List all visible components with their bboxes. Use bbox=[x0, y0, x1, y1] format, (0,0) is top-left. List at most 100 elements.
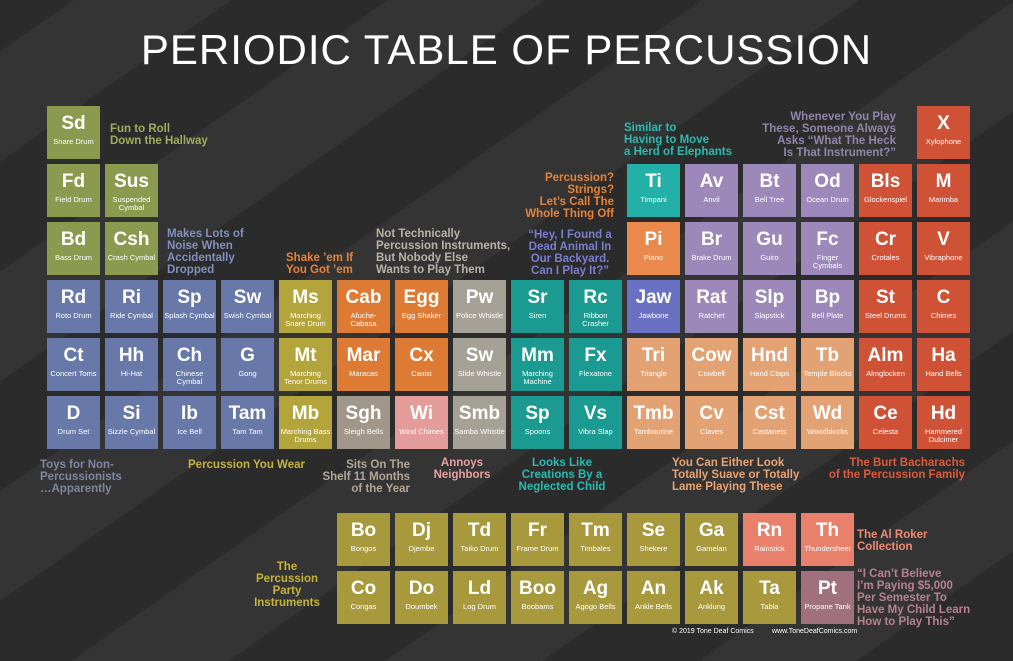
annotation-line: a Herd of Elephants bbox=[624, 146, 732, 158]
element-cell: M Marimba bbox=[917, 164, 970, 217]
element-symbol: Dj bbox=[412, 520, 431, 541]
element-symbol: Ha bbox=[931, 345, 956, 366]
element-cell: Mt Marching Tenor Drums bbox=[279, 338, 332, 391]
element-name: Doumbek bbox=[405, 602, 438, 611]
element-name: Spoons bbox=[524, 427, 551, 436]
element-symbol: Hd bbox=[930, 403, 957, 424]
element-symbol: M bbox=[935, 171, 952, 192]
element-cell: Ri Ride Cymbal bbox=[105, 280, 158, 333]
element-cell: Cr Crotales bbox=[859, 222, 912, 275]
element-cell: An Ankle Bells bbox=[627, 571, 680, 624]
annotation: “Hey, I Found a Dead Animal In Our Backyar… bbox=[488, 229, 652, 277]
element-cell: Ak Anklung bbox=[685, 571, 738, 624]
element-symbol: Tri bbox=[641, 345, 666, 366]
element-name: Anvil bbox=[703, 195, 720, 204]
element-name: Bell Plate bbox=[811, 311, 844, 320]
element-cell: Ha Hand Bells bbox=[917, 338, 970, 391]
element-cell: Mar Maracas bbox=[337, 338, 390, 391]
annotation: Whenever You Play These, Someone Always As… bbox=[736, 111, 896, 159]
annotation-line: Collection bbox=[857, 541, 913, 553]
element-symbol: Cab bbox=[345, 287, 382, 308]
element-cell: Cx Caxixi bbox=[395, 338, 448, 391]
element-cell: Rd Roto Drum bbox=[47, 280, 100, 333]
element-symbol: Hnd bbox=[751, 345, 788, 366]
annotation: The Al Roker Collection bbox=[857, 529, 977, 553]
element-symbol: Fr bbox=[528, 520, 547, 541]
element-name: Claves bbox=[700, 427, 723, 436]
annotation-line: of the Year bbox=[351, 483, 410, 495]
annotation-line: Can I Play It?” bbox=[531, 265, 609, 277]
annotation-line: Similar to bbox=[624, 122, 677, 134]
element-cell: Av Anvil bbox=[685, 164, 738, 217]
element-symbol: Ct bbox=[63, 345, 84, 366]
element-cell: Slp Slapstick bbox=[743, 280, 796, 333]
element-name: Djembe bbox=[408, 544, 435, 553]
annotation-line: Have My Child Learn bbox=[857, 604, 971, 616]
element-cell: Boo Boobams bbox=[511, 571, 564, 624]
element-name: Jawbone bbox=[638, 311, 669, 320]
element-symbol: Wd bbox=[812, 403, 843, 424]
annotation-line: These, Someone Always bbox=[762, 123, 896, 135]
element-name: Guiro bbox=[760, 253, 779, 262]
element-symbol: Pw bbox=[465, 287, 494, 308]
element-cell: Sp Splash Cymbal bbox=[163, 280, 216, 333]
element-symbol: Bo bbox=[350, 520, 377, 541]
element-name: Steel Drums bbox=[864, 311, 907, 320]
element-cell: Td Taiko Drum bbox=[453, 513, 506, 566]
element-cell: Fc Finger Cymbals bbox=[801, 222, 854, 275]
element-symbol: Ch bbox=[176, 345, 203, 366]
element-cell: Ib Ice Bell bbox=[163, 396, 216, 449]
annotation-line: Let’s Call The bbox=[539, 196, 614, 208]
element-cell: Wi Wind Chimes bbox=[395, 396, 448, 449]
element-name: Woodblocks bbox=[807, 427, 848, 436]
annotation-line: Fun to Roll bbox=[110, 123, 171, 135]
element-symbol: Mm bbox=[521, 345, 554, 366]
element-name: Agogo Bells bbox=[575, 602, 616, 611]
element-name: Xylophone bbox=[925, 137, 962, 146]
element-name: Snare Drum bbox=[53, 137, 94, 146]
element-name: Suspended Cymbal bbox=[112, 195, 151, 212]
element-cell: Cab Afuche-Cabasa bbox=[337, 280, 390, 333]
element-cell: Br Brake Drum bbox=[685, 222, 738, 275]
element-cell: Ti Timpani bbox=[627, 164, 680, 217]
element-cell: Hh Hi-Hat bbox=[105, 338, 158, 391]
annotation: The Burt Bacharachs of the Percussion Fam… bbox=[795, 457, 965, 481]
element-symbol: Co bbox=[350, 578, 377, 599]
element-name: Log Drum bbox=[463, 602, 496, 611]
element-symbol: G bbox=[240, 345, 255, 366]
element-symbol: Fd bbox=[61, 171, 86, 192]
element-name: Egg Shaker bbox=[401, 311, 442, 320]
element-name: Shekere bbox=[639, 544, 668, 553]
element-name: Tambourine bbox=[633, 427, 674, 436]
annotation: You Can Either Look Totally Suave or Tota… bbox=[672, 457, 822, 493]
annotation-line: Dead Animal In bbox=[528, 241, 612, 253]
annotation-line: Whole Thing Off bbox=[525, 208, 614, 220]
element-cell: Bls Glockenspiel bbox=[859, 164, 912, 217]
annotation-line: Annoys bbox=[440, 457, 484, 469]
annotation-line: Neglected Child bbox=[518, 481, 606, 493]
annotation-line: But Nobody Else bbox=[376, 252, 469, 264]
annotation-line: Instruments bbox=[254, 597, 320, 609]
annotation-line: Dropped bbox=[167, 264, 215, 276]
element-name: Gamelan bbox=[696, 544, 727, 553]
element-name: Sleigh Bells bbox=[343, 427, 384, 436]
element-symbol: Tmb bbox=[633, 403, 674, 424]
annotation-line: Percussion You Wear bbox=[188, 459, 305, 471]
element-cell: Sd Snare Drum bbox=[47, 106, 100, 159]
element-symbol: Ta bbox=[759, 578, 780, 599]
element-name: Police Whistle bbox=[455, 311, 504, 320]
element-name: Caxixi bbox=[411, 369, 432, 378]
element-symbol: Boo bbox=[519, 578, 556, 599]
element-cell: Rn Rainstick bbox=[743, 513, 796, 566]
element-symbol: Fx bbox=[584, 345, 607, 366]
element-name: Taiko Drum bbox=[460, 544, 499, 553]
element-name: Finger Cymbals bbox=[812, 253, 843, 270]
annotation: Sits On The Shelf 11 Months of the Year bbox=[310, 459, 410, 495]
element-cell: Rat Ratchet bbox=[685, 280, 738, 333]
element-symbol: Cr bbox=[874, 229, 897, 250]
element-cell: C Chimes bbox=[917, 280, 970, 333]
element-symbol: D bbox=[66, 403, 81, 424]
element-cell: Bd Bass Drum bbox=[47, 222, 100, 275]
element-symbol: Pt bbox=[818, 578, 837, 599]
element-symbol: St bbox=[876, 287, 895, 308]
